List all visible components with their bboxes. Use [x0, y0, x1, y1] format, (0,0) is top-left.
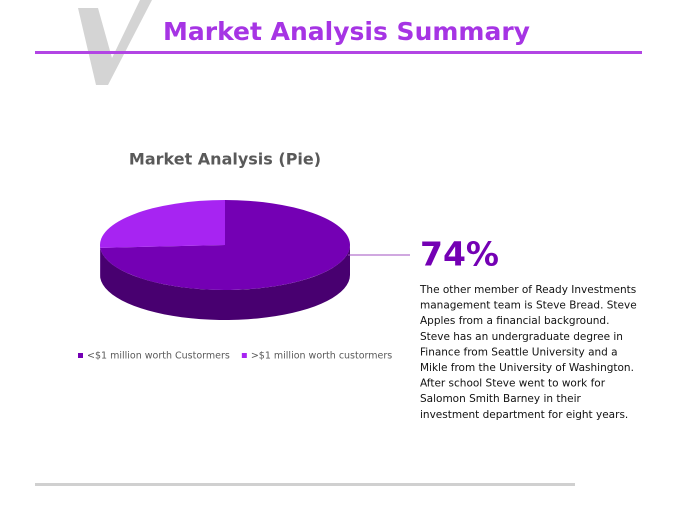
logo-watermark — [78, 0, 152, 85]
title-rule — [35, 51, 642, 54]
body-line: Apples from a financial background. — [420, 315, 609, 327]
body-line: Mikle from the University of Washington. — [420, 362, 634, 374]
slide-title: Market Analysis Summary — [163, 17, 530, 46]
legend-swatch — [242, 353, 247, 358]
body-line: Finance from Seattle University and a — [420, 346, 618, 358]
legend-label: <$1 million worth Custormers — [87, 351, 230, 362]
legend-label: >$1 million worth custormers — [251, 351, 392, 362]
body-line: Steve has an undergraduate degree in — [420, 331, 623, 343]
body-line: After school Steve went to work for — [420, 378, 606, 390]
pie-slice — [100, 200, 225, 248]
body-line: management team is Steve Bread. Steve — [420, 300, 637, 312]
footer-rule — [35, 483, 575, 486]
legend-swatch — [78, 353, 83, 358]
chart-title: Market Analysis (Pie) — [129, 150, 321, 169]
body-line: Salomon Smith Barney in their — [420, 393, 582, 405]
body-line: investment department for eight years. — [420, 409, 628, 421]
body-text: The other member of Ready Investments man… — [419, 284, 637, 421]
body-line: The other member of Ready Investments — [419, 284, 636, 296]
callout-label: 74% — [420, 235, 499, 274]
